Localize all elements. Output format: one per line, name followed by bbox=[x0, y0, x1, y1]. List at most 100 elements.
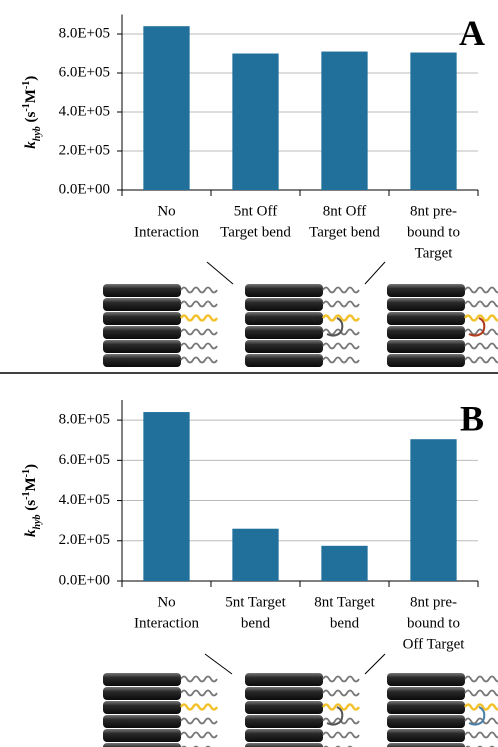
helix-cylinder bbox=[103, 729, 181, 742]
x-tick-label: bend bbox=[241, 615, 271, 631]
strand bbox=[181, 691, 217, 696]
strand bbox=[323, 733, 359, 738]
y-axis-label-part: -1 bbox=[21, 469, 32, 477]
strand bbox=[181, 316, 217, 321]
helix-cylinder bbox=[103, 298, 181, 311]
helix-cylinder bbox=[387, 298, 465, 311]
helix-cylinder bbox=[387, 673, 465, 686]
helix-cylinder bbox=[245, 673, 323, 686]
helix-cylinder bbox=[245, 715, 323, 728]
bar bbox=[232, 529, 278, 581]
helix-cylinder bbox=[245, 729, 323, 742]
bar bbox=[143, 412, 189, 581]
helix-cylinder bbox=[103, 354, 181, 367]
y-axis-label-part: (s bbox=[23, 500, 39, 515]
helix-cylinder bbox=[387, 284, 465, 297]
helix-cylinder bbox=[103, 701, 181, 714]
y-axis-label-part: -1 bbox=[21, 103, 32, 111]
y-tick-label: 2.0E+05 bbox=[59, 142, 110, 158]
y-axis-label-part: hyb bbox=[32, 126, 43, 141]
y-tick-label: 6.0E+05 bbox=[59, 64, 110, 80]
strand bbox=[465, 288, 498, 293]
strand bbox=[465, 358, 498, 363]
y-tick-label: 0.0E+00 bbox=[59, 181, 110, 197]
y-tick-label: 8.0E+05 bbox=[59, 25, 110, 41]
x-tick-label: 8nt Off bbox=[323, 203, 366, 219]
y-axis-label-part: M bbox=[23, 477, 39, 491]
x-tick-label: bend bbox=[330, 615, 360, 631]
x-tick-label: 5nt Target bbox=[225, 594, 286, 610]
x-tick-label: 8nt Target bbox=[314, 594, 375, 610]
helix-cylinder bbox=[103, 673, 181, 686]
helix-cylinder bbox=[103, 340, 181, 353]
y-axis-label-part: M bbox=[23, 89, 39, 103]
x-tick-label: Target bend bbox=[309, 224, 380, 240]
bar bbox=[321, 546, 367, 581]
panel-label: A bbox=[459, 13, 485, 53]
connector bbox=[207, 262, 233, 284]
bar bbox=[410, 439, 456, 581]
y-axis-label-part: hyb bbox=[32, 514, 43, 529]
helix-cylinder bbox=[245, 326, 323, 339]
bar bbox=[410, 53, 456, 190]
x-tick-label: bound to bbox=[407, 224, 460, 240]
helix-cylinder bbox=[387, 354, 465, 367]
x-tick-label: Target bend bbox=[220, 224, 291, 240]
helix-cylinder bbox=[245, 312, 323, 325]
helix-cylinder bbox=[387, 743, 465, 747]
x-tick-label: Off Target bbox=[403, 636, 466, 652]
strand bbox=[181, 302, 217, 307]
helix-cylinder bbox=[103, 743, 181, 747]
y-tick-label: 4.0E+05 bbox=[59, 492, 110, 508]
strand bbox=[323, 691, 359, 696]
strand bbox=[181, 705, 217, 710]
strand bbox=[323, 358, 359, 363]
helix-cylinder bbox=[245, 340, 323, 353]
y-axis-label-part: -1 bbox=[21, 492, 32, 500]
y-tick-label: 2.0E+05 bbox=[59, 532, 110, 548]
bar bbox=[321, 52, 367, 190]
x-tick-label: No bbox=[157, 594, 175, 610]
strand bbox=[323, 302, 359, 307]
helix-cylinder bbox=[103, 715, 181, 728]
strand bbox=[465, 344, 498, 349]
x-tick-label: 8nt pre- bbox=[410, 594, 457, 610]
strand bbox=[181, 330, 217, 335]
y-axis-label-part: ) bbox=[23, 464, 39, 469]
panel-label: B bbox=[460, 398, 484, 438]
y-axis-label-part: (s bbox=[23, 111, 39, 126]
strand bbox=[181, 288, 217, 293]
connector bbox=[205, 654, 232, 674]
helix-cylinder bbox=[387, 729, 465, 742]
x-tick-label: Target bbox=[415, 245, 454, 261]
helix-cylinder bbox=[387, 701, 465, 714]
connector bbox=[365, 654, 385, 674]
x-tick-label: 5nt Off bbox=[234, 203, 277, 219]
helix-cylinder bbox=[103, 326, 181, 339]
helix-cylinder bbox=[103, 284, 181, 297]
y-tick-label: 4.0E+05 bbox=[59, 103, 110, 119]
strand bbox=[181, 719, 217, 724]
helix-cylinder bbox=[387, 326, 465, 339]
y-tick-label: 8.0E+05 bbox=[59, 412, 110, 428]
x-tick-label: bound to bbox=[407, 615, 460, 631]
strand bbox=[465, 733, 498, 738]
strand bbox=[181, 344, 217, 349]
helix-cylinder bbox=[245, 284, 323, 297]
x-tick-label: 8nt pre- bbox=[410, 203, 457, 219]
x-tick-label: No bbox=[157, 203, 175, 219]
y-axis-label: khyb (s-1M-1) bbox=[21, 464, 43, 537]
y-tick-label: 6.0E+05 bbox=[59, 452, 110, 468]
bar bbox=[143, 26, 189, 190]
strand bbox=[465, 677, 498, 682]
connector bbox=[365, 262, 385, 284]
strand bbox=[181, 733, 217, 738]
helix-cylinder bbox=[387, 687, 465, 700]
helix-cylinder bbox=[245, 687, 323, 700]
figure: 0.0E+00 2.0E+05 4.0E+05 6.0E+05 8.0E+05 No Int… bbox=[0, 0, 498, 747]
x-tick-label: Interaction bbox=[134, 615, 199, 631]
y-axis-label-part: -1 bbox=[21, 81, 32, 89]
helix-cylinder bbox=[103, 312, 181, 325]
strand bbox=[465, 691, 498, 696]
strand bbox=[181, 358, 217, 363]
